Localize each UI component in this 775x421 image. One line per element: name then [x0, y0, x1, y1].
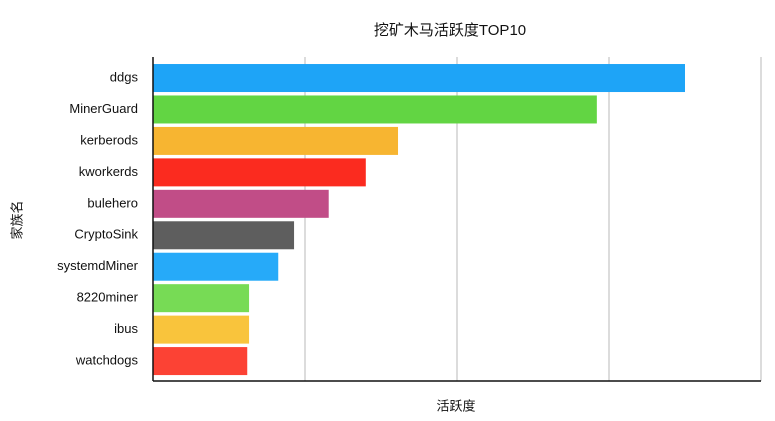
bar: [153, 64, 685, 93]
bar: [153, 221, 295, 250]
x-axis-label: 活跃度: [436, 398, 475, 413]
bar: [153, 95, 597, 124]
bar: [153, 158, 366, 187]
y-tick-label: CryptoSink: [74, 227, 138, 242]
bar: [153, 189, 329, 218]
bar: [153, 315, 250, 344]
chart-title: 挖矿木马活跃度TOP10: [374, 22, 526, 39]
bar: [153, 284, 250, 313]
y-tick-label: bulehero: [87, 195, 138, 210]
y-tick-label: systemdMiner: [57, 258, 139, 273]
y-tick-label: kerberods: [80, 132, 138, 147]
bar: [153, 252, 279, 281]
y-axis-label: 家族名: [9, 200, 24, 239]
y-tick-label: 8220miner: [77, 290, 139, 305]
y-tick-label: ddgs: [110, 69, 139, 84]
y-tick-label: watchdogs: [75, 353, 139, 368]
y-tick-label: ibus: [114, 321, 138, 336]
bar: [153, 347, 248, 376]
y-tick-label: kworkerds: [79, 164, 139, 179]
bar: [153, 126, 399, 155]
y-tick-label: MinerGuard: [69, 101, 138, 116]
